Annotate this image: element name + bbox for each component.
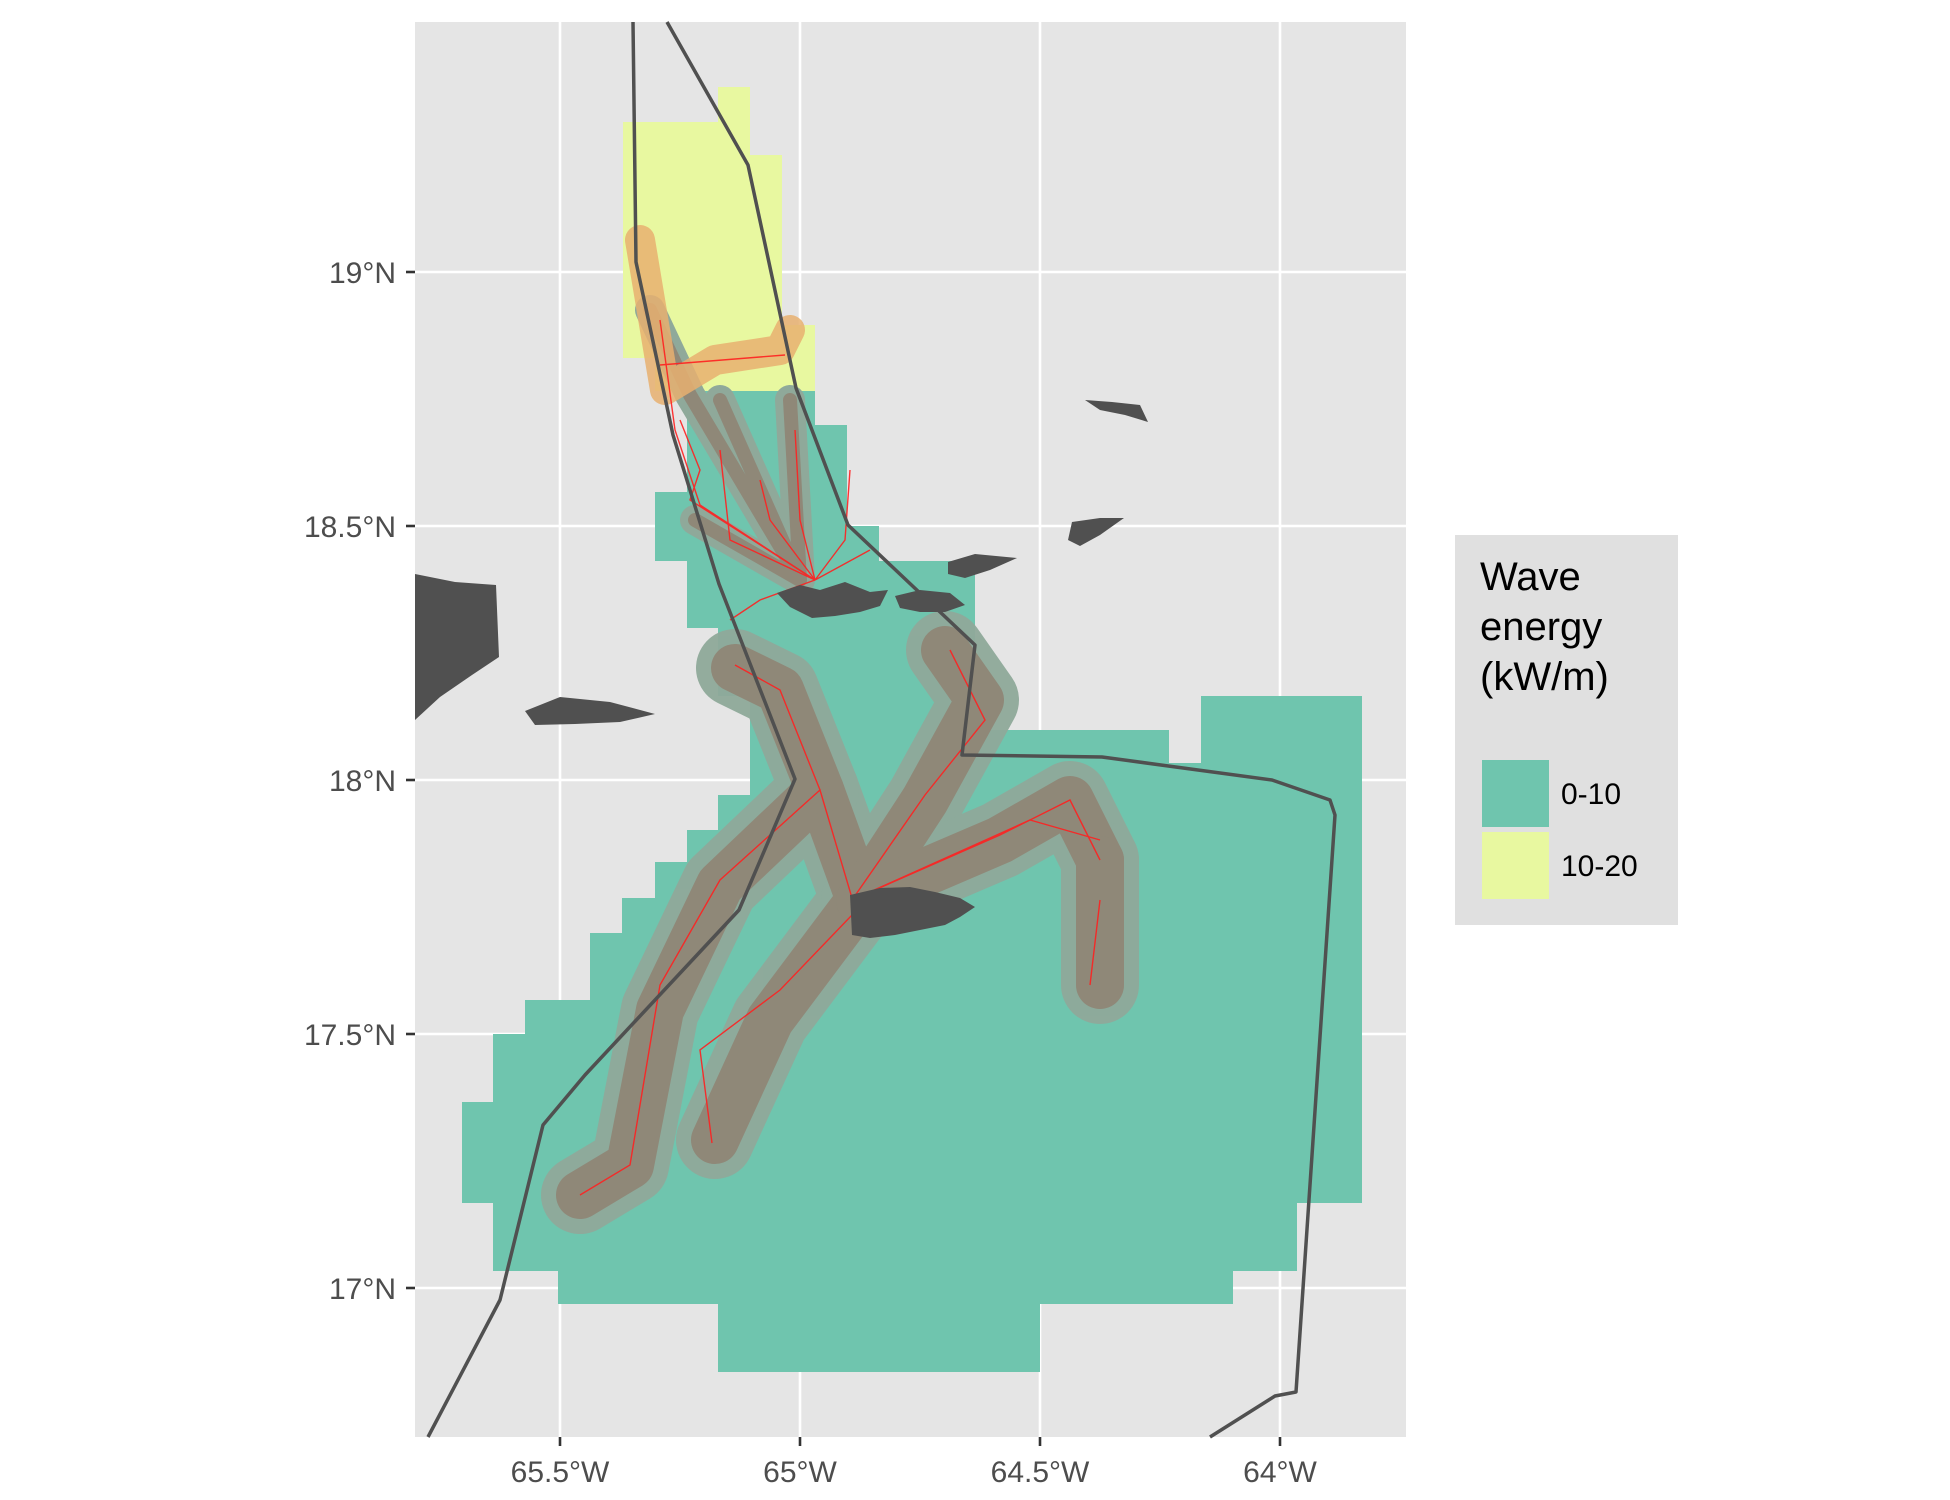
y-tick-label: 18.5°N xyxy=(304,511,396,544)
land-masses xyxy=(415,400,1148,938)
legend-title-line: Wave xyxy=(1480,555,1581,599)
virgin-gorda-island xyxy=(1068,518,1124,546)
st-thomas-island xyxy=(777,582,888,618)
puerto-rico-east-land xyxy=(415,574,499,720)
x-axis-labels: 65.5°W 65°W 64.5°W 64°W xyxy=(511,1456,1318,1489)
legend-swatch-10-20 xyxy=(1482,832,1549,899)
tortola-island xyxy=(948,554,1017,578)
axis-ticks xyxy=(406,270,1282,1446)
cable-routes xyxy=(579,319,1101,1196)
y-axis-labels: 19°N 18.5°N 18°N 17.5°N 17°N xyxy=(304,257,396,1306)
legend-label: 0-10 xyxy=(1561,778,1621,811)
wave-energy-cells-10-20 xyxy=(623,87,815,391)
vieques-island xyxy=(525,697,655,725)
x-tick-label: 64°W xyxy=(1243,1456,1317,1489)
boundary-lines xyxy=(426,21,1337,1439)
y-tick-label: 18°N xyxy=(329,765,396,798)
legend-label: 10-20 xyxy=(1561,850,1638,883)
legend-title-line: (kW/m) xyxy=(1480,655,1609,699)
y-tick-label: 17.5°N xyxy=(304,1019,396,1052)
st-john-island xyxy=(895,590,965,612)
x-tick-label: 64.5°W xyxy=(991,1456,1090,1489)
anegada-island xyxy=(1085,400,1148,422)
legend-title-line: energy xyxy=(1480,605,1602,649)
y-tick-label: 19°N xyxy=(329,257,396,290)
legend: Wave energy (kW/m) 0-10 10-20 xyxy=(1455,535,1678,925)
legend-swatch-0-10 xyxy=(1482,760,1549,827)
st-croix-island xyxy=(850,887,975,938)
x-tick-label: 65.5°W xyxy=(511,1456,610,1489)
y-tick-label: 17°N xyxy=(329,1273,396,1306)
x-tick-label: 65°W xyxy=(763,1456,837,1489)
